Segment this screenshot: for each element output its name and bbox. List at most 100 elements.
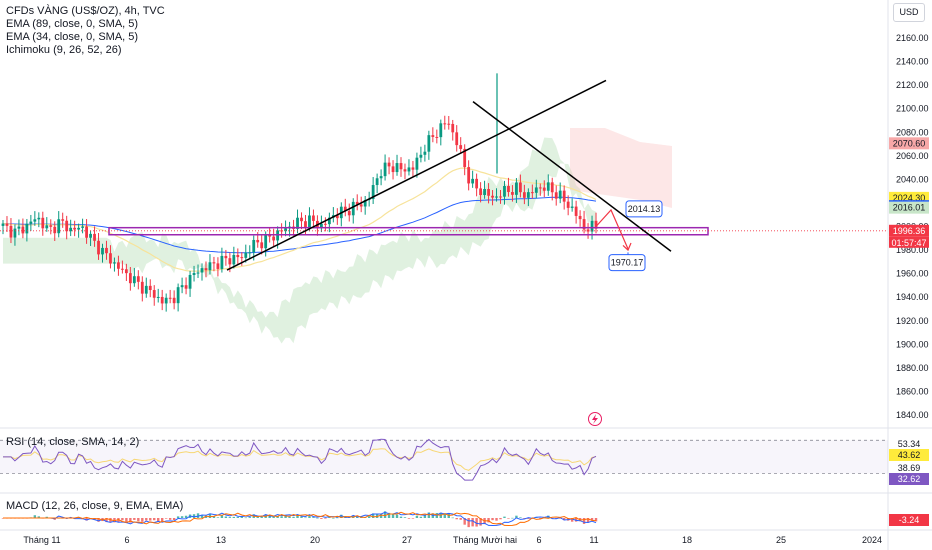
candle-body [97,240,100,255]
candle-body [113,262,116,264]
y-tick-label: 1900.00 [896,339,929,349]
macd-histogram-bar [371,513,375,518]
currency-button[interactable]: USD [893,3,925,22]
candle-body [515,182,518,195]
macd-histogram-bar [224,516,228,518]
macd-histogram-bar [451,517,454,519]
y-tick-label: 1960.00 [896,269,929,279]
candle-body [9,225,13,238]
candle-body [335,215,339,219]
macd-histogram-bar [559,518,562,519]
candle-body [280,230,283,232]
rsi-tag [889,449,929,461]
macd-histogram-bar [153,518,156,521]
candle-body [45,225,49,229]
candle-body [467,167,471,184]
macd-histogram-bar [288,516,291,518]
candle-body [423,151,427,155]
macd-histogram-bar [403,517,407,518]
macd-histogram-bar [141,518,144,522]
macd-histogram-bar [467,518,470,528]
macd-tag-label: -3.24 [899,515,920,525]
candle-body [252,239,256,253]
candle-body [582,219,586,230]
candle-body [248,252,252,254]
macd-histogram-bar [411,518,415,519]
y-tick-label: 2140.00 [896,57,929,67]
candle-body [590,220,594,232]
candle-body [304,221,307,228]
candle-body [272,236,276,241]
macd-histogram-bar [137,518,140,521]
candle-body [399,163,403,170]
candle-body [240,257,244,259]
candle-body [570,206,574,208]
macd-histogram-bar [503,516,506,518]
candle-body [379,176,383,179]
x-tick-label: 20 [310,535,320,545]
macd-histogram-bar [117,518,120,523]
macd-histogram-bar [268,515,271,518]
macd-histogram-bar [511,517,514,519]
candle-body [212,262,216,264]
x-tick-label: 13 [216,535,226,545]
macd-histogram-bar [574,518,578,522]
macd-histogram-bar [435,513,439,518]
macd-histogram-bar [312,517,315,518]
macd-histogram-bar [527,518,530,519]
candle-body [351,201,355,216]
candle-body [216,263,220,269]
macd-histogram-bar [582,518,586,524]
candle-body [1,223,5,226]
macd-signal-line [3,511,597,527]
macd-histogram-bar [387,512,391,518]
candle-body [375,178,379,186]
macd-histogram-bar [475,518,478,527]
macd-histogram-bar [419,516,423,518]
macd-histogram-bar [415,515,419,518]
macd-histogram-bar [208,513,212,518]
macd-histogram-bar [204,515,208,518]
candle-body [431,135,435,137]
candle-body [236,254,240,258]
ichimoku-cloud-red [570,128,672,208]
candle-body [558,190,562,199]
candle-body [499,196,502,198]
candle-body [220,255,224,269]
candle-body [65,220,69,232]
macd-histogram-bar [523,518,526,519]
macd-histogram-bar [192,514,196,518]
candle-body [93,233,96,241]
macd-histogram-bar [276,516,279,518]
macd-histogram-bar [97,518,100,522]
candle-body [172,297,176,304]
macd-label: MACD (12, 26, close, 9, EMA, EMA) [6,500,184,512]
candle-body [284,228,287,232]
candle-body [268,235,272,237]
macd-histogram-bar [113,518,116,523]
candle-body [132,276,136,284]
y-tick-label: 1880.00 [896,363,929,373]
y-tick-label: 2060.00 [896,151,929,161]
candle-body [534,187,538,193]
candle-body [435,136,439,138]
macd-histogram-bar [367,516,371,518]
candle-body [85,226,88,238]
candle-body [156,296,160,298]
macd-histogram-bar [519,517,522,518]
projection-arrow [595,208,629,250]
candle-body [13,228,17,238]
candle-body [574,206,578,216]
candle-body [53,226,57,234]
macd-histogram-bar [296,514,299,518]
y-tick-label: 2040.00 [896,174,929,184]
candle-body [21,226,25,234]
x-tick-label: Tháng 11 [23,535,60,545]
candle-body [101,247,104,255]
legend-ema89: EMA (89, close, 0, SMA, 5) [6,18,139,30]
arrow-head [622,242,632,252]
candle-body [224,255,228,259]
candle-body [81,226,84,228]
macd-histogram-bar [304,517,307,519]
